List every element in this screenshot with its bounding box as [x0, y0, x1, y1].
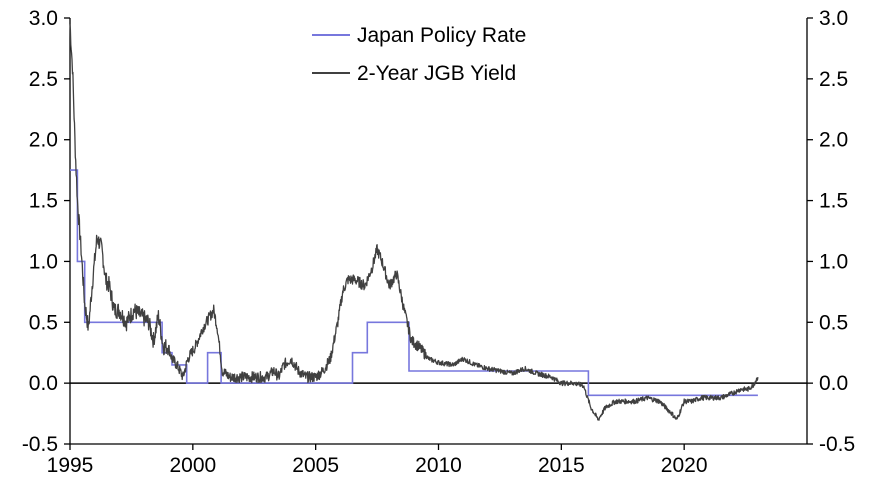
y-tick-label-left: 3.0 [29, 7, 58, 30]
y-tick-label-left: 0.5 [29, 311, 58, 334]
legend-label-policy-rate: Japan Policy Rate [357, 24, 526, 47]
series-line-jgb-yield [69, 24, 759, 421]
x-tick-label: 1995 [47, 454, 94, 477]
y-tick-label-right: 0.5 [819, 311, 848, 334]
y-tick-label-right: 3.0 [819, 7, 848, 30]
y-tick-label-left: 2.5 [29, 68, 58, 91]
x-tick-label: 2015 [538, 454, 585, 477]
legend: Japan Policy Rate 2-Year JGB Yield [312, 24, 526, 85]
legend-label-jgb-yield: 2-Year JGB Yield [357, 62, 516, 85]
y-tick-label-left: 2.0 [29, 129, 58, 152]
axes-layer: -0.5 -0.5 0.0 0.0 0.5 0.5 1.0 1.0 1.5 1.5 2.0 2.0 2.… [22, 7, 855, 477]
y-tick-label-left: 1.5 [29, 190, 58, 213]
y-tick-label-right: 1.5 [819, 190, 848, 213]
y-tick-label-right: 1.0 [819, 250, 848, 273]
y-tick-label-left: 0.0 [29, 372, 58, 395]
y-tick-label-left: -0.5 [22, 433, 58, 456]
series-layer [69, 24, 759, 421]
series-line-policy-rate [70, 169, 758, 397]
x-tick-label: 2020 [661, 454, 708, 477]
y-tick-label-right: -0.5 [819, 433, 855, 456]
y-tick-label-right: 2.0 [819, 129, 848, 152]
x-tick-label: 2005 [292, 454, 339, 477]
y-tick-label-right: 2.5 [819, 68, 848, 91]
x-tick-label: 2010 [415, 454, 462, 477]
y-tick-label-left: 1.0 [29, 250, 58, 273]
y-tick-label-right: 0.0 [819, 372, 848, 395]
x-tick-label: 2000 [169, 454, 216, 477]
